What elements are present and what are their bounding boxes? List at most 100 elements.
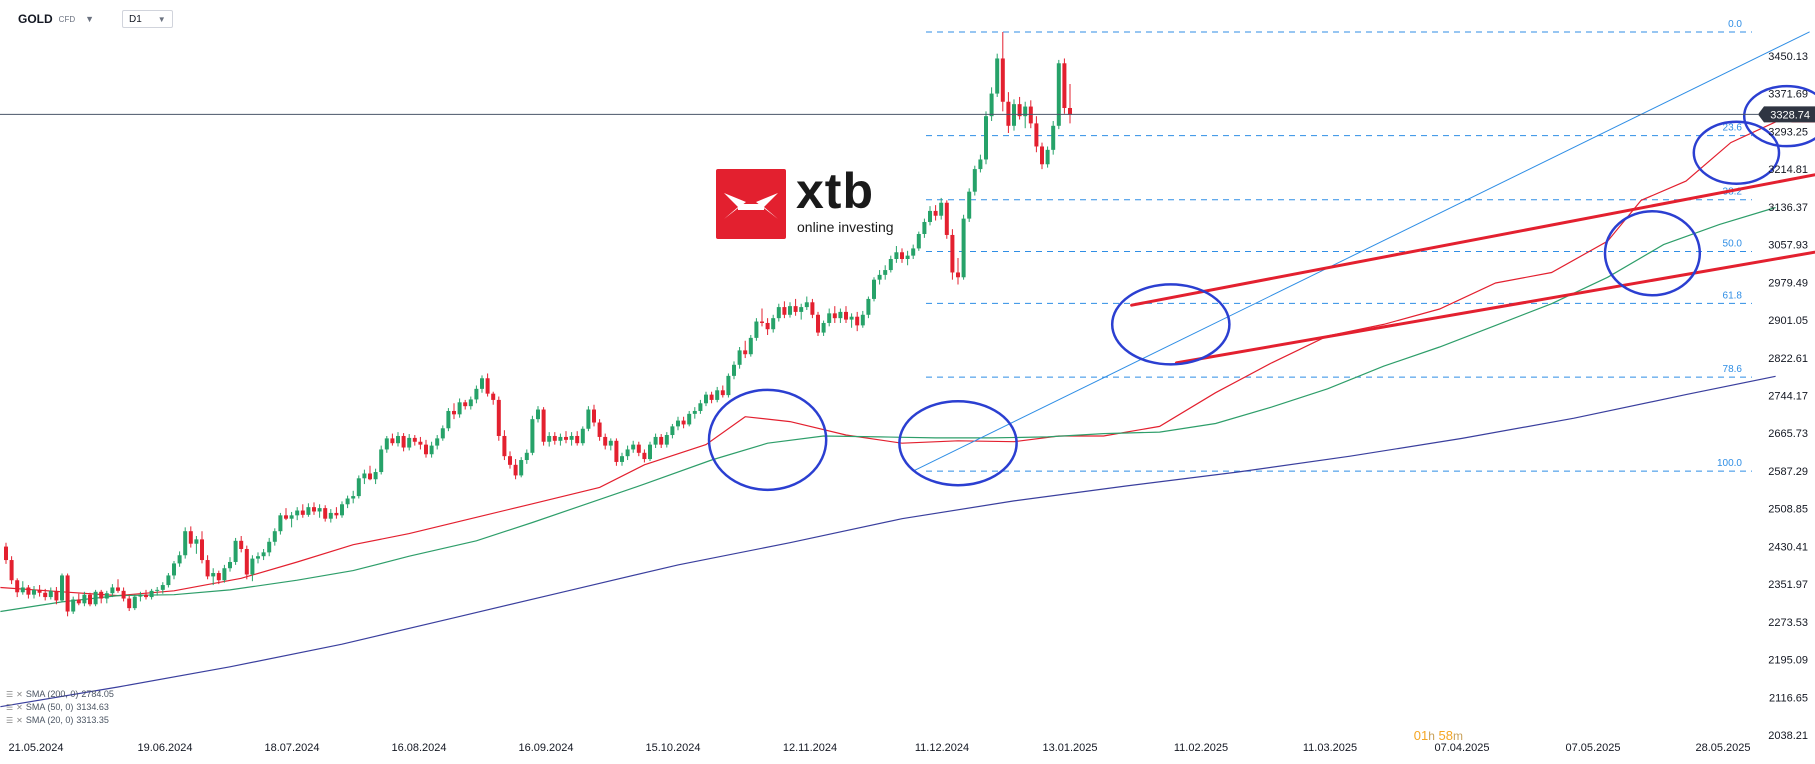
- close-icon[interactable]: ✕: [16, 690, 23, 699]
- legend-sma50-value: 3134.63: [76, 702, 109, 712]
- candle: [995, 53, 1000, 97]
- candle: [110, 584, 115, 598]
- candle-body: [110, 587, 115, 594]
- candle-body: [984, 116, 988, 160]
- candle: [284, 508, 288, 521]
- candle: [793, 298, 798, 316]
- menu-icon[interactable]: ☰: [6, 690, 14, 699]
- candle-body: [939, 202, 944, 216]
- candle-body: [872, 279, 876, 299]
- candle: [1040, 142, 1044, 170]
- candle: [916, 231, 921, 251]
- candle: [664, 432, 669, 448]
- candle: [603, 433, 608, 450]
- candle-body: [597, 422, 602, 437]
- legend-sma200[interactable]: ☰ ✕ SMA (200, 0) 2784.05: [6, 688, 114, 701]
- legend-sma50[interactable]: ☰ ✕ SMA (50, 0) 3134.63: [6, 701, 114, 714]
- candle-body: [642, 452, 647, 460]
- candle: [944, 200, 949, 239]
- candle: [821, 320, 826, 336]
- candle-body: [732, 364, 736, 376]
- legend-sma20[interactable]: ☰ ✕ SMA (20, 0) 3313.35: [6, 714, 114, 727]
- close-icon[interactable]: ✕: [16, 703, 23, 712]
- candle-body: [849, 316, 854, 320]
- candle: [485, 373, 490, 397]
- candle-body: [715, 390, 720, 400]
- candle: [1062, 58, 1067, 114]
- candle-body: [1034, 123, 1039, 147]
- candle-body: [502, 435, 507, 457]
- candle: [491, 391, 496, 405]
- candle-body: [401, 435, 406, 448]
- candle-body: [816, 314, 820, 333]
- candle-body: [418, 441, 423, 445]
- candle: [216, 570, 221, 585]
- candle-body: [737, 350, 742, 365]
- candle-body: [37, 589, 42, 593]
- last-price-value: 3328.74: [1770, 109, 1810, 121]
- candle: [967, 188, 972, 222]
- candle: [48, 587, 53, 600]
- timeframe-selector[interactable]: D1 ▼: [122, 10, 173, 28]
- candle-body: [289, 515, 294, 519]
- candle: [323, 505, 328, 522]
- candle-body: [116, 587, 120, 591]
- candle-body: [961, 218, 966, 278]
- candle: [502, 430, 507, 461]
- candle: [653, 433, 658, 449]
- menu-icon[interactable]: ☰: [6, 716, 14, 725]
- candle: [670, 423, 675, 439]
- candle: [597, 419, 602, 441]
- candle-body: [312, 507, 316, 512]
- candle-body: [698, 403, 703, 411]
- candle: [149, 588, 154, 600]
- candle: [65, 573, 70, 617]
- candle-body: [446, 410, 451, 429]
- candle-body: [144, 594, 148, 598]
- candle-body: [183, 531, 188, 556]
- candle-body: [452, 410, 456, 415]
- candle: [368, 465, 372, 481]
- candle: [620, 452, 624, 466]
- candle: [810, 298, 815, 319]
- candle: [312, 502, 316, 515]
- candle: [424, 439, 428, 458]
- candle: [295, 507, 300, 521]
- candle-body: [424, 444, 428, 455]
- candle-body: [810, 302, 815, 315]
- symbol-selector[interactable]: GOLD CFD ▼: [18, 8, 94, 30]
- candle: [720, 385, 725, 398]
- close-icon[interactable]: ✕: [16, 716, 23, 725]
- candle: [1017, 96, 1022, 120]
- candle-body: [659, 436, 664, 445]
- candle: [82, 591, 87, 607]
- candle-body: [883, 270, 888, 275]
- candle: [172, 561, 176, 580]
- candle-body: [670, 426, 675, 436]
- candle: [877, 270, 882, 285]
- fib-level-label: 0.0: [1728, 19, 1742, 30]
- candle: [418, 436, 423, 450]
- candle-body: [877, 274, 882, 280]
- menu-icon[interactable]: ☰: [6, 703, 14, 712]
- candle-body: [496, 399, 501, 436]
- highlight-circle: [707, 388, 828, 492]
- candle-body: [480, 378, 484, 389]
- candle: [855, 311, 860, 332]
- candle-body: [172, 563, 176, 576]
- candle: [888, 255, 893, 273]
- legend-sma200-value: 2784.05: [81, 689, 114, 699]
- candle-body: [905, 255, 910, 260]
- x-tick-label: 11.12.2024: [915, 742, 969, 754]
- legend-sma200-label: SMA (200, 0): [25, 689, 79, 699]
- candle-body: [216, 573, 221, 581]
- candle-body: [592, 409, 596, 423]
- candle: [849, 313, 854, 328]
- candle: [244, 545, 249, 580]
- candle: [233, 537, 238, 565]
- candle: [496, 396, 501, 441]
- candle: [239, 536, 244, 553]
- candle-body: [356, 478, 361, 497]
